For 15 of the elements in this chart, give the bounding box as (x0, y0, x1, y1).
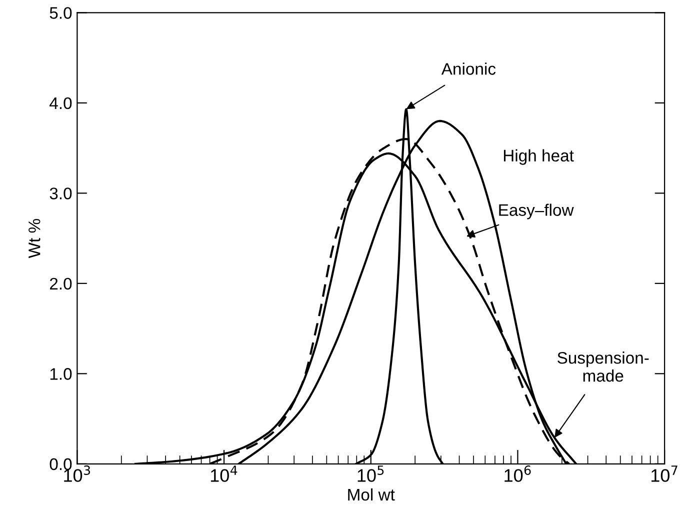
y-tick-label: 5.0 (50, 7, 72, 19)
annotation: Anionic (441, 62, 496, 75)
annotation: Suspension- made (558, 352, 649, 382)
annotation: Easy–flow (499, 204, 574, 220)
y-tick-label: 4.0 (50, 97, 72, 110)
x-tick-label: 10$^{6}$ (504, 465, 531, 482)
x-tick-label: 10$^{5}$ (358, 466, 384, 482)
y-tick-label: 3.0 (50, 188, 72, 200)
annotation: High heat (504, 149, 574, 165)
x-axis-title: Mol wt (348, 488, 395, 501)
y-tick-label: 1.0 (50, 368, 72, 380)
y-tick-label: 2.0 (50, 278, 72, 290)
x-tick-label: 10$^{4}$ (210, 466, 238, 482)
y-axis-title: Wt % (28, 218, 40, 258)
x-tick-label: 10$^{7}$ (651, 466, 678, 482)
